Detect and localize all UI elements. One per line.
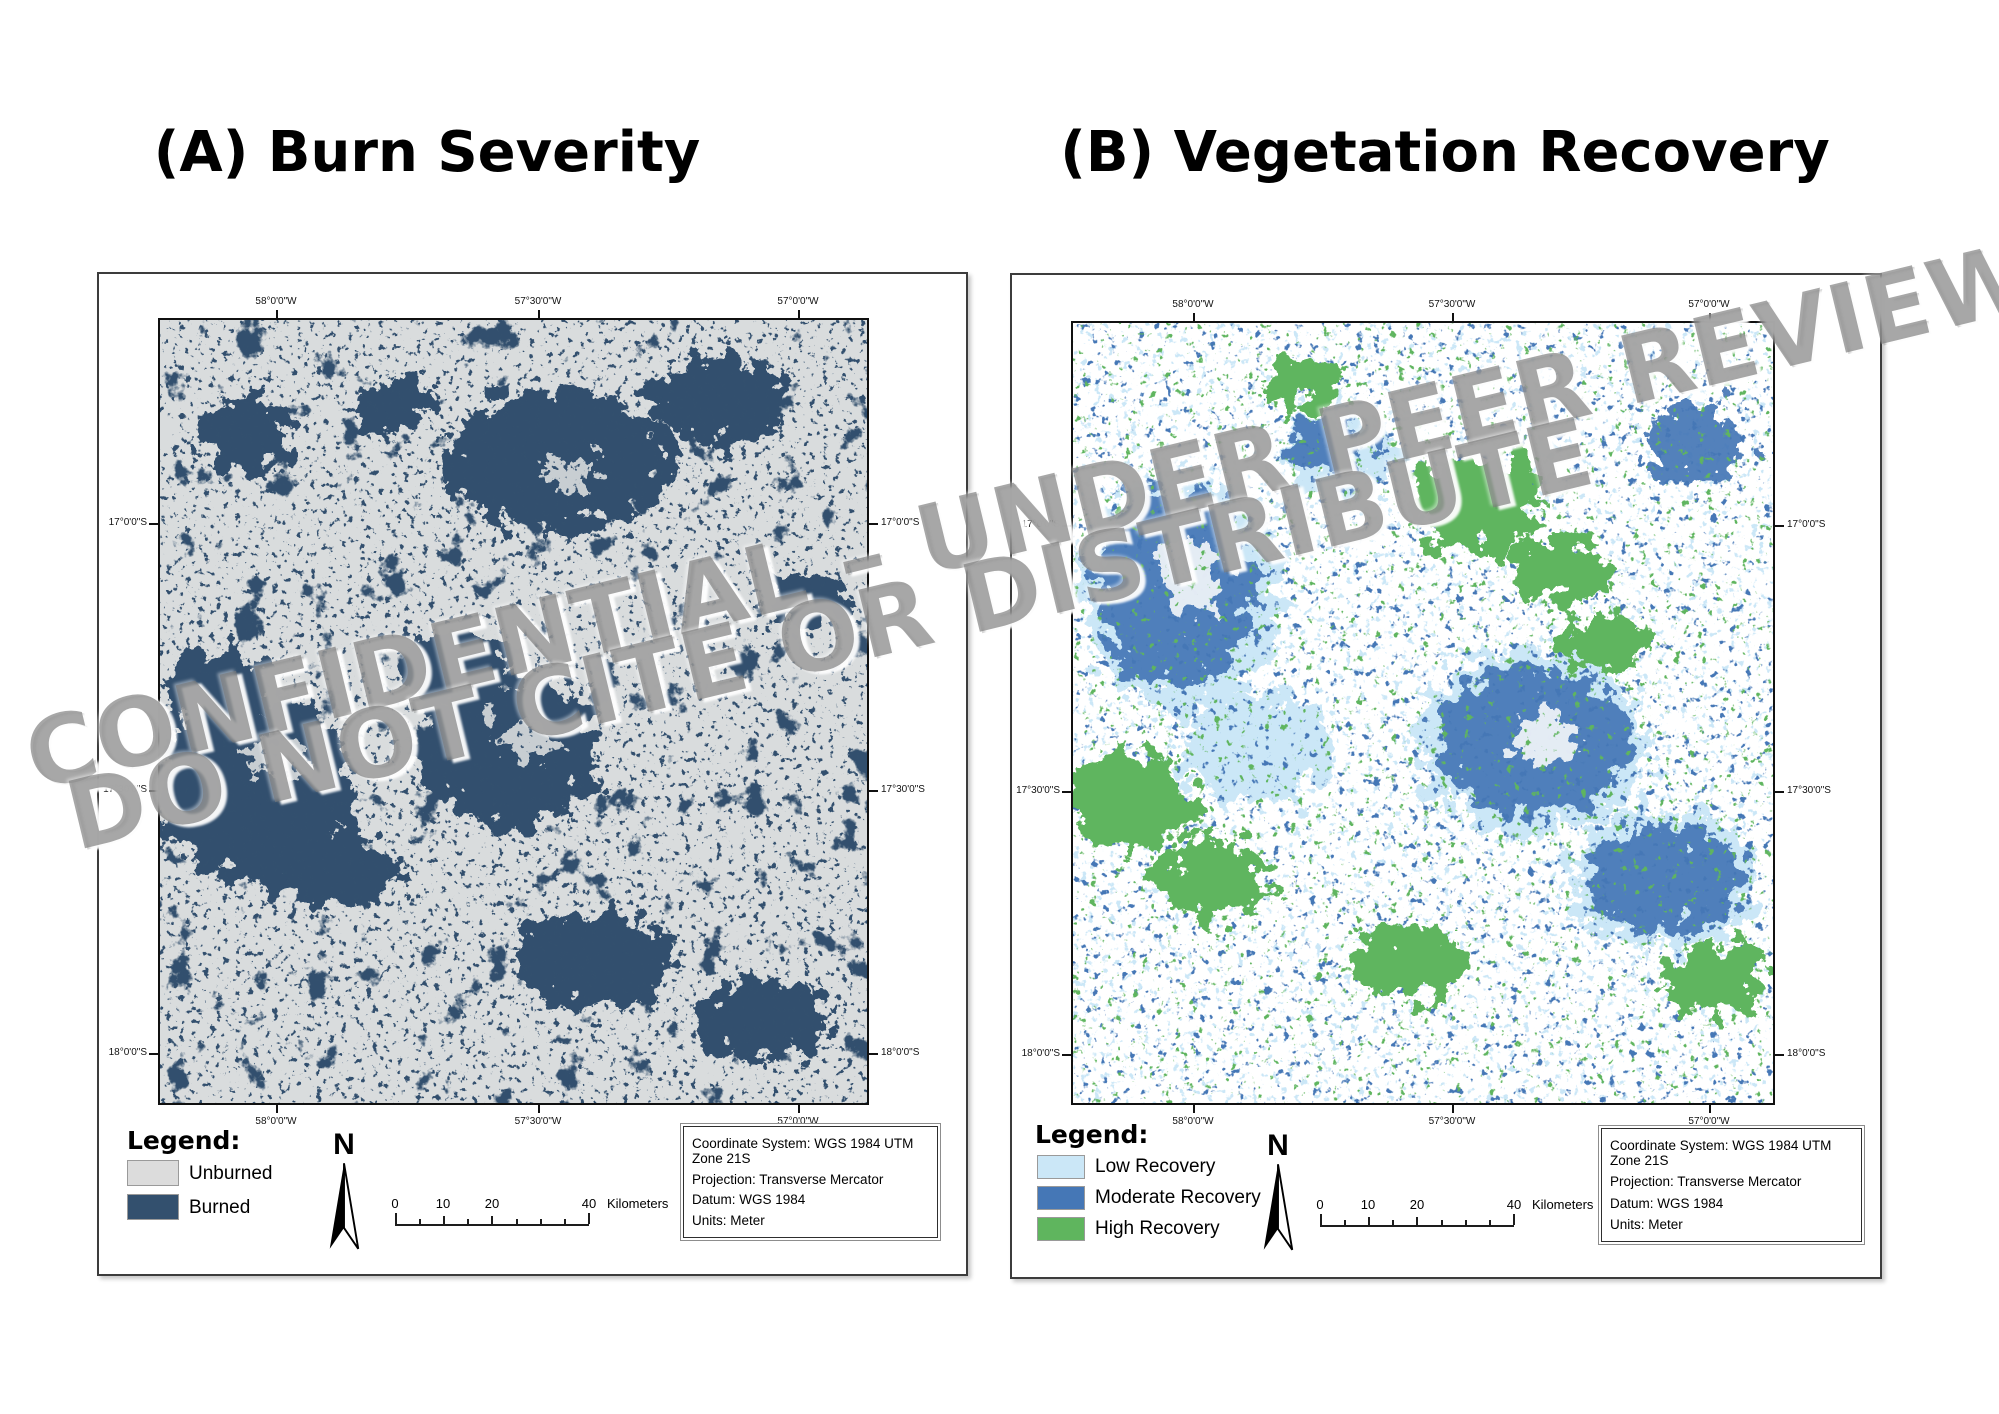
- graticule-tick: [1062, 1054, 1071, 1056]
- legend-swatch-low-recovery: [1037, 1155, 1085, 1179]
- scale-bar-line: [395, 1213, 590, 1226]
- panel-vegetation-recovery: 58°0'0"W 57°30'0"W 57°0'0"W 58°0'0"W 57°…: [1010, 273, 1882, 1279]
- graticule-tick: [538, 310, 540, 318]
- scale-bar: 0 10 20 40 Kilometers: [391, 1196, 725, 1230]
- north-label: N: [1267, 1129, 1289, 1162]
- lon-label: 58°0'0"W: [1172, 1116, 1214, 1127]
- legend-swatch-moderate-recovery: [1037, 1186, 1085, 1210]
- graticule-tick: [869, 523, 878, 525]
- burn-severity-raster: [160, 320, 867, 1103]
- graticule-tick: [276, 310, 278, 318]
- coordinate-system-box: Coordinate System: WGS 1984 UTM Zone 21S…: [1601, 1128, 1862, 1242]
- lat-label: 17°30'0"S: [1787, 785, 1831, 796]
- legend-title: Legend:: [127, 1126, 241, 1155]
- lat-label: 17°30'0"S: [881, 784, 925, 795]
- graticule-tick: [798, 1105, 800, 1113]
- panel-b-title: (B) Vegetation Recovery: [1060, 120, 1830, 185]
- lat-label: 18°0'0"S: [1787, 1048, 1826, 1059]
- lat-label: 18°0'0"S: [1021, 1048, 1060, 1059]
- lon-label: 57°30'0"W: [514, 1116, 562, 1127]
- legend-swatch-burned: [127, 1194, 179, 1220]
- vegetation-recovery-map: [1071, 321, 1775, 1105]
- crs-line: Projection: Transverse Mercator: [1610, 1174, 1802, 1190]
- graticule-tick: [1775, 791, 1784, 793]
- legend-label-unburned: Unburned: [189, 1163, 273, 1184]
- graticule-tick: [869, 1053, 878, 1055]
- graticule-tick: [1709, 1105, 1711, 1113]
- lon-label: 57°30'0"W: [1428, 299, 1476, 310]
- north-arrow: N: [1255, 1131, 1301, 1260]
- scale-tick-label: 10: [435, 1196, 451, 1211]
- lat-label: 17°30'0"S: [1016, 785, 1060, 796]
- north-arrow: N: [321, 1130, 367, 1259]
- lon-label: 57°0'0"W: [1688, 299, 1730, 310]
- graticule-tick: [1775, 1054, 1784, 1056]
- lat-label: 17°0'0"S: [881, 517, 920, 528]
- legend-title: Legend:: [1035, 1120, 1149, 1149]
- crs-line: Units: Meter: [1610, 1216, 1683, 1232]
- lon-label: 58°0'0"W: [255, 1116, 297, 1127]
- graticule-tick: [149, 790, 158, 792]
- graticule-tick: [1452, 313, 1454, 321]
- legend-swatch-unburned: [127, 1160, 179, 1186]
- graticule-tick: [798, 310, 800, 318]
- north-label: N: [333, 1128, 355, 1161]
- panel-burn-severity: 58°0'0"W 57°30'0"W 57°0'0"W 58°0'0"W 57°…: [97, 272, 968, 1276]
- crs-line: Coordinate System: WGS 1984 UTM Zone 21S: [1610, 1138, 1832, 1168]
- scale-tick-label: 20: [484, 1196, 500, 1211]
- graticule-tick: [1709, 313, 1711, 321]
- lat-label: 17°30'0"S: [103, 784, 147, 795]
- crs-line: Coordinate System: WGS 1984 UTM Zone 21S: [692, 1136, 914, 1166]
- scale-tick-label: 20: [1409, 1197, 1425, 1212]
- graticule-tick: [1452, 1105, 1454, 1113]
- lat-label: 18°0'0"S: [108, 1047, 147, 1058]
- scale-tick-label: 40: [1506, 1197, 1522, 1212]
- burn-severity-map: [158, 318, 869, 1105]
- crs-line: Datum: WGS 1984: [1610, 1195, 1724, 1211]
- graticule-tick: [149, 1053, 158, 1055]
- lon-label: 58°0'0"W: [1172, 299, 1214, 310]
- lon-label: 57°0'0"W: [1688, 1116, 1730, 1127]
- scale-unit-label: Kilometers: [607, 1196, 669, 1211]
- coordinate-system-box: Coordinate System: WGS 1984 UTM Zone 21S…: [683, 1126, 938, 1238]
- graticule-tick: [869, 790, 878, 792]
- lat-label: 17°0'0"S: [1787, 519, 1826, 530]
- lon-label: 57°0'0"W: [777, 1116, 819, 1127]
- lon-label: 58°0'0"W: [255, 296, 297, 307]
- north-arrow-icon: [1263, 1164, 1294, 1251]
- lat-label: 17°0'0"S: [1021, 519, 1060, 530]
- north-arrow-icon: [329, 1163, 360, 1250]
- panel-a-title: (A) Burn Severity: [153, 120, 701, 185]
- graticule-tick: [1062, 791, 1071, 793]
- graticule-tick: [538, 1105, 540, 1113]
- scale-tick-label: 0: [391, 1196, 399, 1211]
- crs-line: Units: Meter: [692, 1212, 765, 1228]
- legend-label-high-recovery: High Recovery: [1095, 1218, 1220, 1239]
- graticule-tick: [1193, 313, 1195, 321]
- lat-label: 18°0'0"S: [881, 1047, 920, 1058]
- legend-label-low-recovery: Low Recovery: [1095, 1156, 1216, 1177]
- legend-label-moderate-recovery: Moderate Recovery: [1095, 1187, 1261, 1208]
- vegetation-recovery-raster: [1073, 323, 1773, 1103]
- graticule-tick: [149, 523, 158, 525]
- scale-tick-label: 0: [1316, 1197, 1324, 1212]
- graticule-tick: [1193, 1105, 1195, 1113]
- legend-swatch-high-recovery: [1037, 1217, 1085, 1241]
- legend-label-burned: Burned: [189, 1197, 251, 1218]
- lat-label: 17°0'0"S: [108, 517, 147, 528]
- scale-tick-label: 40: [581, 1196, 597, 1211]
- scale-unit-label: Kilometers: [1532, 1197, 1594, 1212]
- lon-label: 57°30'0"W: [514, 296, 562, 307]
- scale-bar-line: [1320, 1214, 1515, 1227]
- graticule-tick: [1062, 525, 1071, 527]
- lon-label: 57°0'0"W: [777, 296, 819, 307]
- scale-tick-label: 10: [1360, 1197, 1376, 1212]
- graticule-tick: [1775, 525, 1784, 527]
- scale-bar: 0 10 20 40 Kilometers: [1316, 1197, 1650, 1231]
- lon-label: 57°30'0"W: [1428, 1116, 1476, 1127]
- crs-line: Datum: WGS 1984: [692, 1192, 806, 1208]
- crs-line: Projection: Transverse Mercator: [692, 1171, 884, 1187]
- graticule-tick: [276, 1105, 278, 1113]
